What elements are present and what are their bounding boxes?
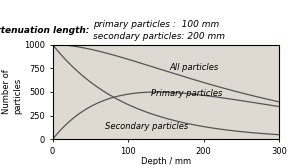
X-axis label: Depth / mm: Depth / mm	[141, 157, 191, 165]
Text: Primary particles: Primary particles	[151, 89, 222, 98]
Text: Attenuation length:: Attenuation length:	[0, 26, 90, 35]
Y-axis label: Number of
particles: Number of particles	[2, 70, 22, 114]
Text: All particles: All particles	[169, 63, 219, 72]
Text: primary particles :  100 mm
secondary particles: 200 mm: primary particles : 100 mm secondary par…	[93, 20, 225, 41]
Text: Secondary particles: Secondary particles	[105, 121, 189, 131]
